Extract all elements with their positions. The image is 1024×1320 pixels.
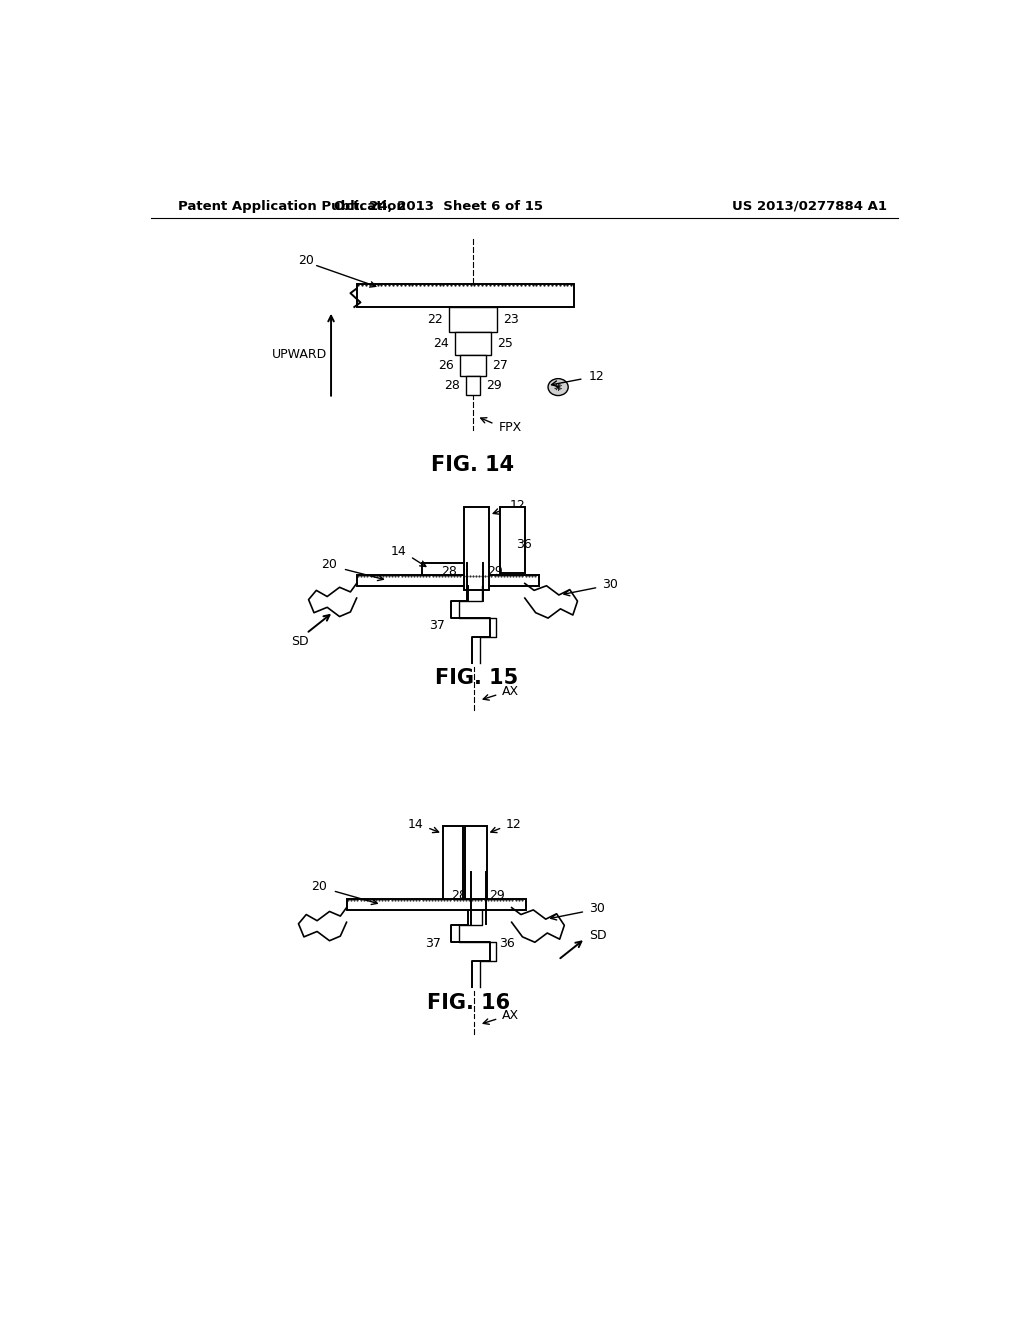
Text: 29: 29	[486, 565, 503, 578]
Text: AX: AX	[503, 685, 519, 698]
Text: 25: 25	[497, 337, 513, 350]
Text: 14: 14	[390, 545, 407, 558]
Bar	[449, 308, 497, 331]
Text: 14: 14	[408, 818, 423, 832]
Text: 12: 12	[589, 370, 605, 383]
Text: 22: 22	[427, 313, 442, 326]
Text: 37: 37	[425, 937, 441, 950]
Text: 28: 28	[440, 565, 457, 578]
Text: UPWARD: UPWARD	[272, 348, 328, 362]
Text: AX: AX	[503, 1008, 519, 1022]
Text: 36: 36	[516, 537, 532, 550]
Bar	[465, 826, 486, 899]
Text: SD: SD	[291, 635, 309, 648]
Text: Oct. 24, 2013  Sheet 6 of 15: Oct. 24, 2013 Sheet 6 of 15	[334, 199, 543, 213]
Bar	[464, 507, 489, 590]
Text: 20: 20	[322, 558, 337, 572]
Bar	[356, 284, 573, 308]
Text: 29: 29	[486, 379, 502, 392]
Text: SD: SD	[589, 929, 607, 942]
Text: 20: 20	[298, 255, 314, 268]
Text: 30: 30	[602, 578, 618, 591]
Text: 29: 29	[489, 888, 505, 902]
Text: 26: 26	[437, 359, 454, 372]
Text: 12: 12	[506, 818, 521, 832]
Text: FIG. 14: FIG. 14	[431, 455, 514, 475]
Bar	[442, 826, 463, 899]
Text: Patent Application Publication: Patent Application Publication	[178, 199, 407, 213]
Text: 12: 12	[509, 499, 525, 512]
Text: 24: 24	[433, 337, 449, 350]
Text: FPX: FPX	[499, 421, 521, 434]
Bar	[422, 562, 464, 576]
Text: 23: 23	[503, 313, 519, 326]
Bar	[460, 355, 486, 376]
Bar	[346, 899, 525, 909]
Text: 27: 27	[493, 359, 508, 372]
Bar	[356, 576, 539, 586]
Bar	[500, 507, 524, 573]
Text: FIG. 16: FIG. 16	[427, 993, 511, 1012]
Text: 36: 36	[500, 937, 515, 950]
Text: 37: 37	[429, 619, 445, 632]
Text: 20: 20	[311, 879, 328, 892]
Text: FIG. 15: FIG. 15	[435, 668, 518, 688]
Text: 28: 28	[443, 379, 460, 392]
Text: US 2013/0277884 A1: US 2013/0277884 A1	[732, 199, 888, 213]
Text: 30: 30	[589, 902, 605, 915]
Text: 28: 28	[452, 888, 467, 902]
Bar	[466, 376, 480, 395]
Bar	[455, 331, 490, 355]
Ellipse shape	[548, 379, 568, 396]
